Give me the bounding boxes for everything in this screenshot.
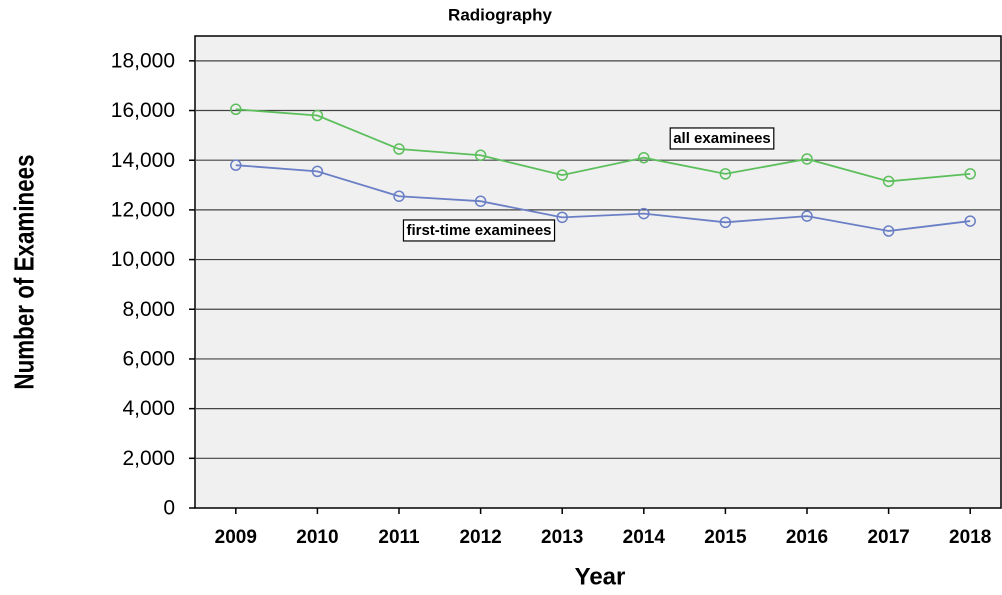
- point-marker: [311, 165, 324, 178]
- point-marker: [474, 195, 487, 207]
- y-tick-label: 10,000: [111, 248, 175, 271]
- point-marker: [393, 143, 405, 155]
- point-marker: [801, 210, 813, 222]
- point-marker: [719, 216, 732, 229]
- y-tick-label: 12,000: [111, 198, 175, 221]
- point-marker: [474, 149, 487, 161]
- point-marker: [311, 109, 324, 122]
- series-line: [235, 164, 971, 232]
- point-marker: [556, 211, 568, 224]
- x-tick-label: 2015: [704, 527, 747, 548]
- plot-area: [194, 35, 1002, 509]
- y-tick-label: 4,000: [122, 397, 175, 420]
- point-marker: [230, 103, 242, 116]
- x-tick-label: 2012: [459, 527, 501, 548]
- x-tick-label: 2017: [867, 527, 909, 548]
- point-marker: [801, 153, 813, 165]
- x-tick-label: 2018: [949, 527, 991, 548]
- series-label: first-time examinees: [406, 222, 551, 239]
- series-label-box: [669, 127, 775, 150]
- y-tick-label: 8,000: [122, 298, 175, 321]
- y-axis-title: Number of Examinees: [9, 154, 40, 389]
- x-tick-label: 2009: [215, 527, 257, 548]
- point-marker: [638, 151, 650, 164]
- point-marker: [964, 168, 976, 180]
- chart-title: Radiography: [448, 5, 552, 24]
- point-marker: [638, 207, 650, 220]
- point-marker: [393, 190, 405, 202]
- x-tick-label: 2010: [296, 527, 338, 548]
- y-tick-label: 6,000: [122, 347, 175, 370]
- point-marker: [719, 168, 732, 180]
- x-tick-label: 2011: [378, 527, 420, 548]
- x-tick-label: 2016: [786, 527, 828, 548]
- point-marker: [230, 159, 242, 171]
- point-marker: [556, 169, 568, 181]
- x-tick-label: 2014: [623, 527, 666, 548]
- y-tick-label: 16,000: [111, 99, 175, 122]
- series-line: [235, 108, 971, 183]
- y-tick-label: 14,000: [111, 149, 175, 172]
- y-tick-label: 2,000: [122, 447, 175, 470]
- x-tick-label: 2013: [541, 527, 583, 548]
- y-tick-label: 0: [163, 497, 175, 520]
- series-label: all examinees: [673, 130, 771, 147]
- series-label-box: [402, 219, 556, 242]
- point-marker: [882, 175, 895, 188]
- point-marker: [882, 225, 895, 237]
- point-marker: [964, 215, 976, 227]
- y-tick-label: 18,000: [111, 49, 175, 72]
- x-axis-title: Year: [575, 563, 626, 590]
